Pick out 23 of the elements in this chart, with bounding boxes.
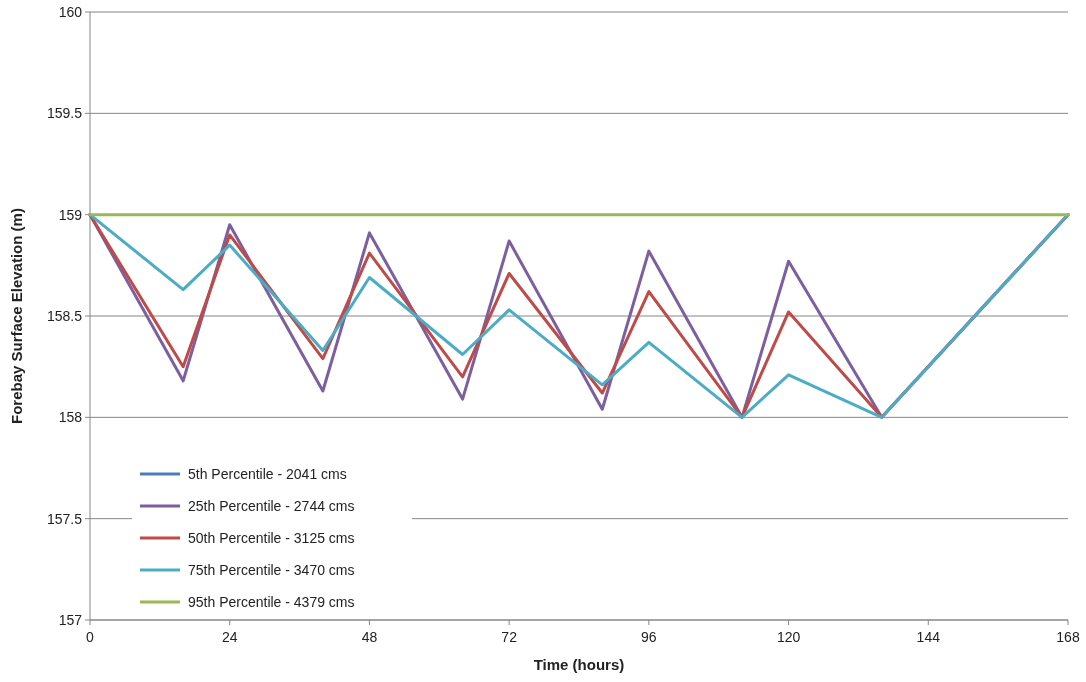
legend-label: 95th Percentile - 4379 cms <box>188 593 355 610</box>
y-tick-label: 159 <box>58 206 83 223</box>
legend-label: 75th Percentile - 3470 cms <box>188 561 355 578</box>
y-tick-label: 157 <box>58 611 83 628</box>
x-tick-label: 96 <box>641 629 657 645</box>
y-tick-label: 160 <box>58 3 83 20</box>
x-tick-label: 120 <box>776 629 801 645</box>
x-axis-title: Time (hours) <box>533 656 625 673</box>
line-series <box>88 213 1070 419</box>
legend-label: 5th Percentile - 2041 cms <box>188 465 347 482</box>
y-tick-label: 159.5 <box>46 105 83 122</box>
legend-label: 50th Percentile - 3125 cms <box>188 529 355 546</box>
x-tick-label: 168 <box>1056 629 1080 645</box>
x-tick-label: 48 <box>361 629 378 645</box>
x-tick-label: 0 <box>86 629 95 645</box>
y-tick-label: 158 <box>58 409 83 426</box>
y-tick-label: 158.5 <box>46 307 83 324</box>
legend-label: 25th Percentile - 2744 cms <box>188 497 355 514</box>
y-tick-label: 157.5 <box>46 510 83 527</box>
x-tick-label: 24 <box>221 629 238 645</box>
x-tick-label: 72 <box>501 629 518 645</box>
x-tick-label: 144 <box>916 629 941 645</box>
y-axis-title: Forebay Surface Elevation (m) <box>8 208 25 424</box>
